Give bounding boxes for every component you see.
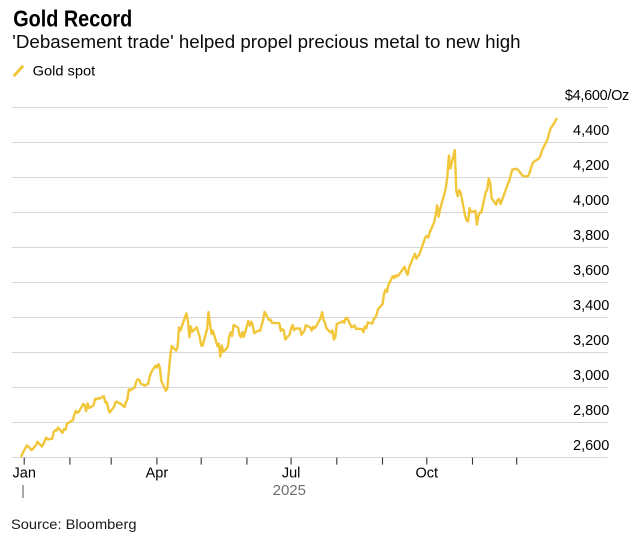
svg-text:Gold spot: Gold spot bbox=[33, 63, 96, 79]
svg-text:4,000: 4,000 bbox=[573, 193, 609, 209]
svg-text:Source: Bloomberg: Source: Bloomberg bbox=[11, 516, 137, 532]
svg-text:Gold Record: Gold Record bbox=[13, 5, 132, 31]
svg-text:Jan: Jan bbox=[13, 466, 36, 482]
svg-text:2,800: 2,800 bbox=[573, 403, 609, 419]
svg-text:$4,600/Oz: $4,600/Oz bbox=[565, 88, 629, 104]
svg-text:3,000: 3,000 bbox=[573, 368, 609, 384]
svg-text:Jul: Jul bbox=[282, 466, 301, 482]
svg-text:3,400: 3,400 bbox=[573, 298, 609, 314]
svg-text:2025: 2025 bbox=[273, 483, 306, 499]
svg-text:3,800: 3,800 bbox=[573, 228, 609, 244]
svg-text:Apr: Apr bbox=[146, 466, 169, 482]
svg-text:4,200: 4,200 bbox=[573, 158, 609, 174]
svg-text:3,600: 3,600 bbox=[573, 263, 609, 279]
svg-text:2,600: 2,600 bbox=[573, 438, 609, 454]
svg-text:3,200: 3,200 bbox=[573, 333, 609, 349]
svg-text:4,400: 4,400 bbox=[573, 123, 609, 139]
svg-text:'Debasement trade' helped prop: 'Debasement trade' helped propel preciou… bbox=[12, 32, 520, 52]
svg-text:Oct: Oct bbox=[416, 466, 439, 482]
